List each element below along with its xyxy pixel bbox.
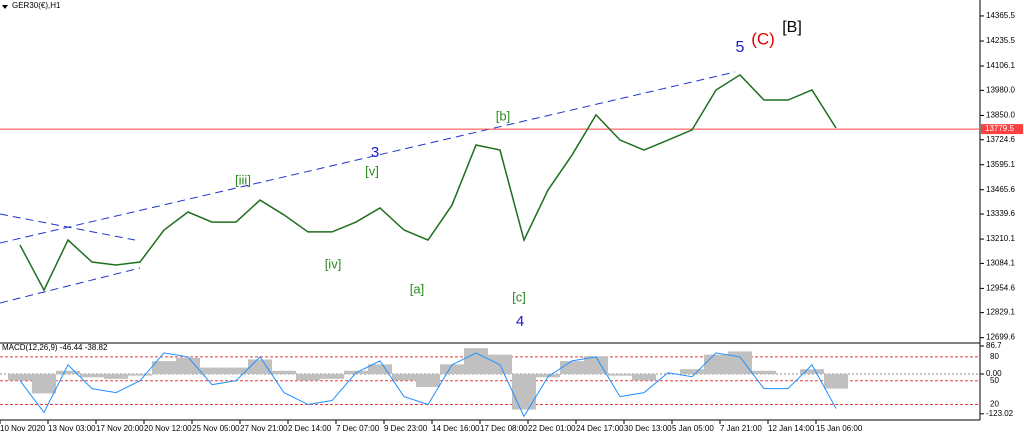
x-tick-label: 27 Nov 21:00: [240, 424, 288, 433]
x-tick-label: 24 Dec 17:00: [576, 424, 624, 433]
macd-bar: [272, 370, 296, 375]
macd-bar: [560, 361, 584, 375]
wave-label: [iii]: [235, 172, 251, 187]
y-tick-label: 13850.0: [986, 111, 1015, 120]
macd-bar: [512, 374, 536, 410]
y-tick-label: 86.7: [986, 341, 1002, 350]
y-tick-label: 12829.1: [986, 308, 1015, 317]
x-tick-label: 9 Dec 23:00: [384, 424, 428, 433]
x-tick-label: 17 Dec 08:00: [480, 424, 528, 433]
x-tick-label: 2 Dec 14:00: [288, 424, 332, 433]
wave-label: [c]: [512, 289, 526, 304]
y-tick-label: 13084.1: [986, 258, 1015, 267]
wave-label: [iv]: [325, 256, 342, 271]
macd-bar: [824, 374, 848, 389]
x-tick-label: 30 Dec 13:00: [624, 424, 672, 433]
x-tick-label: 7 Jan 21:00: [720, 424, 762, 433]
macd-bar: [392, 374, 416, 381]
x-tick-label: 22 Dec 01:00: [528, 424, 576, 433]
trend-line: [0, 267, 141, 304]
macd-bar: [128, 374, 152, 376]
wave-label: 5: [736, 39, 745, 56]
y2-tick-label: 20: [990, 400, 999, 409]
wave-label: (C): [751, 29, 775, 48]
x-tick-label: 25 Nov 05:00: [192, 424, 240, 433]
x-tick-label: 7 Dec 07:00: [336, 424, 380, 433]
menu-marker: [2, 5, 8, 9]
y-tick-label: 13724.6: [986, 135, 1015, 144]
y2-tick-label: 80: [990, 352, 999, 361]
x-tick-label: 5 Jan 05:00: [672, 424, 714, 433]
x-tick-label: 20 Nov 12:00: [144, 424, 192, 433]
y-tick-label: 14365.5: [986, 11, 1015, 20]
trend-line: [0, 71, 736, 244]
macd-bar: [8, 374, 32, 381]
macd-bar: [584, 356, 608, 375]
stochastic-line: [19, 352, 837, 418]
macd-bar: [728, 351, 752, 375]
y-tick-label: 13465.6: [986, 185, 1015, 194]
macd-bar: [704, 354, 728, 375]
x-tick-label: 15 Jan 06:00: [816, 424, 863, 433]
macd-bar: [464, 348, 488, 375]
macd-bar: [200, 367, 224, 375]
wave-label: [B]: [782, 19, 802, 36]
macd-bar: [80, 374, 104, 378]
macd-bar: [368, 364, 392, 375]
y-tick-label: 14235.5: [986, 36, 1015, 45]
macd-bar: [440, 364, 464, 375]
price-line: [19, 73, 837, 292]
y-tick-label: 14106.1: [986, 61, 1015, 70]
macd-bar: [296, 374, 320, 381]
level-label-box: [981, 124, 1023, 135]
wave-label: [v]: [365, 163, 379, 178]
macd-bar: [680, 369, 704, 375]
macd-bar: [32, 374, 56, 394]
x-tick-label: 14 Dec 16:00: [432, 424, 480, 433]
macd-bar: [104, 374, 128, 379]
y-tick-label: 0.00: [986, 369, 1002, 378]
x-tick-label: 13 Nov 03:00: [48, 424, 96, 433]
x-tick-label: 12 Jan 14:00: [768, 424, 815, 433]
macd-bar: [416, 374, 440, 387]
y-tick-label: 12954.6: [986, 284, 1015, 293]
y-tick-label: 12699.6: [986, 333, 1015, 342]
macd-bar: [752, 370, 776, 375]
macd-bar: [56, 370, 80, 375]
y-tick-label: 13595.1: [986, 160, 1015, 169]
macd-bar: [608, 374, 632, 376]
level-label: 13779.5: [985, 124, 1014, 133]
x-tick-label: 17 Nov 20:00: [96, 424, 144, 433]
x-tick-label: 10 Nov 2020: [0, 424, 46, 433]
chart-title: GER30(€),H1: [12, 1, 61, 10]
wave-label: 3: [371, 144, 379, 161]
macd-bar: [632, 374, 656, 381]
macd-bar: [248, 359, 272, 375]
macd-bar: [224, 367, 248, 375]
y-tick-label: 13339.6: [986, 209, 1015, 218]
wave-label: [b]: [496, 108, 510, 123]
wave-label: 4: [516, 313, 524, 330]
macd-bar: [536, 374, 560, 378]
indicator-title: MACD(12,26,9) -46.44 -38.82: [2, 343, 108, 352]
macd-bar: [152, 361, 176, 375]
y2-tick-label: 50: [990, 376, 999, 385]
wave-label: [a]: [410, 281, 424, 296]
y-tick-label: 13210.1: [986, 234, 1015, 243]
y-tick-label: -123.02: [986, 409, 1014, 418]
macd-bar: [320, 374, 344, 379]
macd-bar: [800, 369, 824, 375]
y-tick-label: 13980.0: [986, 85, 1015, 94]
macd-bar: [176, 357, 200, 375]
